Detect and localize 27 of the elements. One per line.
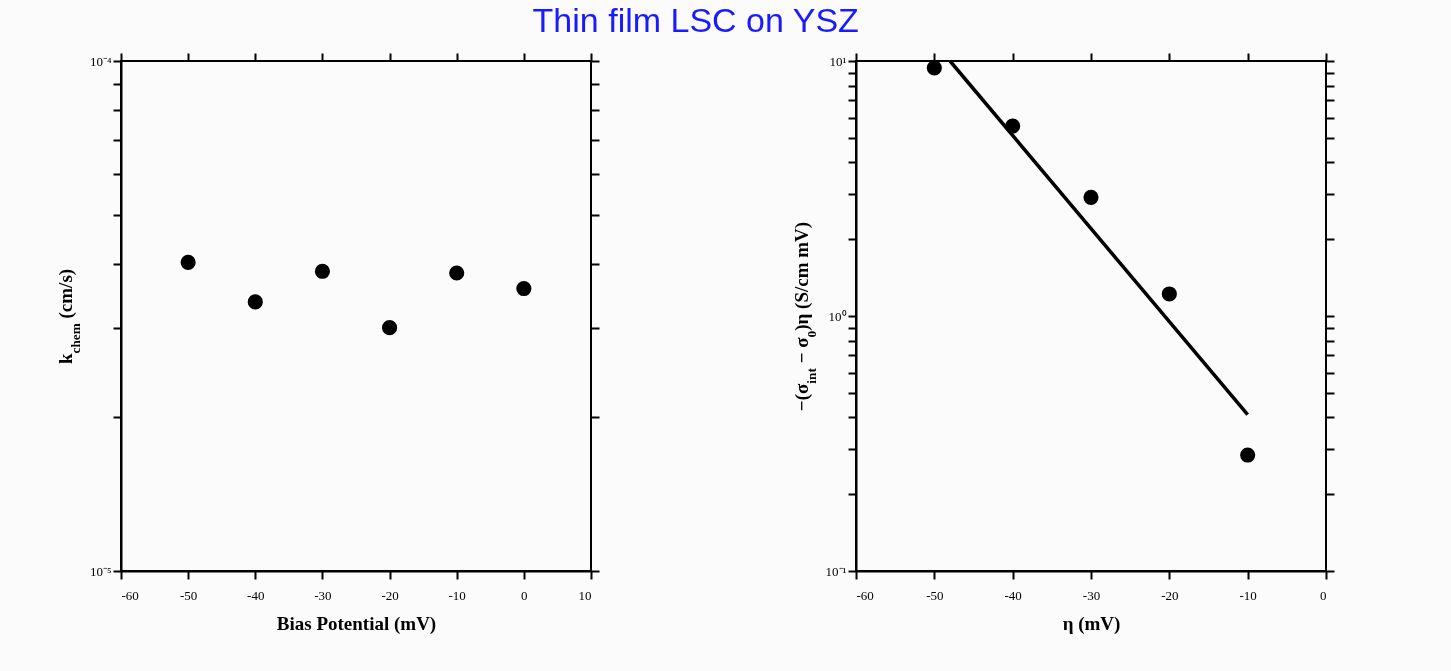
x-tick-label: -60 (121, 587, 139, 603)
x-tick-label: -30 (1082, 587, 1101, 603)
x-tick-label: 0 (521, 587, 528, 603)
y-tick-label: 10⁻⁴ (89, 53, 112, 69)
x-tick-label: -40 (247, 587, 265, 603)
x-tick-label: -50 (179, 587, 198, 603)
x-tick-label: -20 (381, 587, 399, 603)
y-tick-label: 10¹ (829, 53, 847, 69)
x-tick-label: -10 (1239, 587, 1257, 603)
point (1083, 189, 1099, 205)
x-tick-label: -20 (1161, 587, 1179, 603)
x-tick-label: -50 (926, 587, 944, 603)
x-tick-label: -10 (448, 587, 466, 603)
point (1240, 447, 1256, 463)
point (926, 60, 942, 76)
x-tick-label: -40 (1004, 587, 1022, 603)
x-tick-label: -30 (314, 587, 332, 603)
x-tick-label: 0 (1320, 587, 1327, 603)
text: Thin film LSC on YSZ (532, 1, 859, 39)
y-tick-label: 10⁰ (828, 308, 847, 324)
x-tick-label: 10 (578, 587, 592, 603)
y-tick-label: 10⁻⁵ (89, 563, 112, 579)
point (1161, 286, 1177, 302)
x-axis-title: η (mV) (1062, 612, 1121, 635)
y-tick-label: 10⁻¹ (825, 563, 847, 579)
x-tick-label: -60 (856, 587, 874, 603)
x-axis-title: Bias Potential (mV) (276, 612, 437, 635)
